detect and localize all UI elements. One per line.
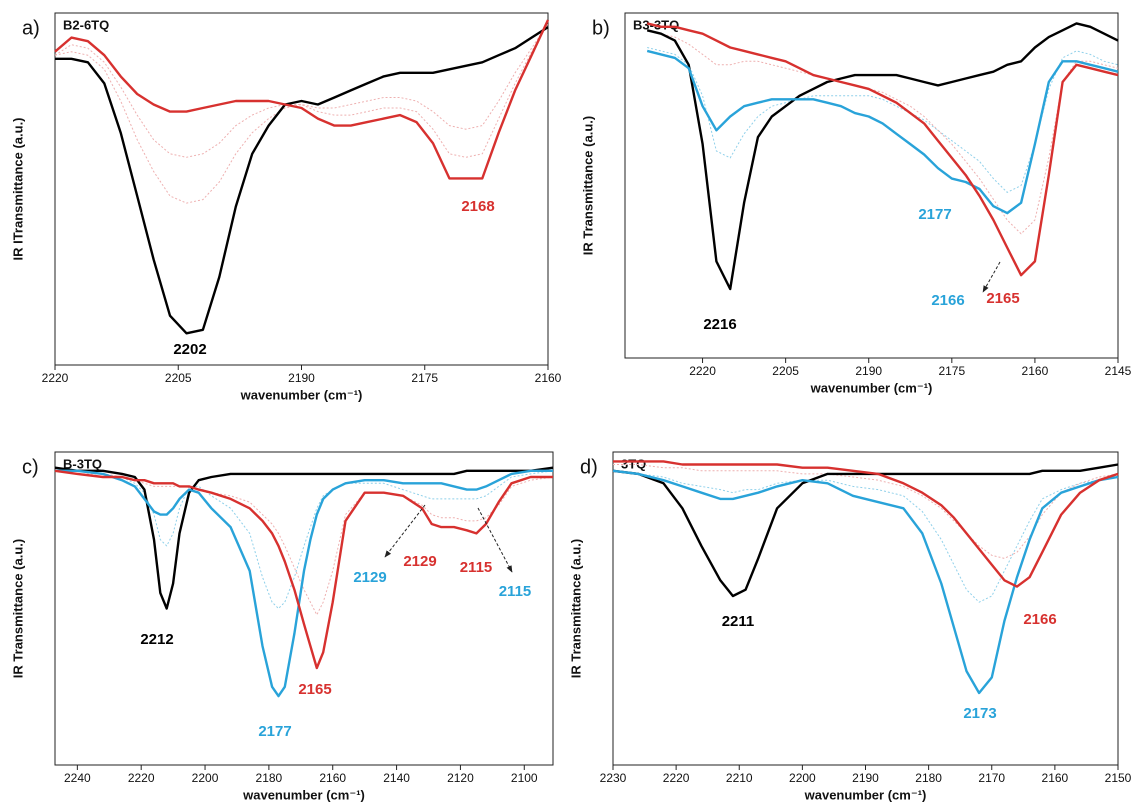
spectrum xyxy=(55,26,549,335)
spectrum xyxy=(54,469,553,670)
x-tick-label: 2220 xyxy=(42,371,69,385)
arrow xyxy=(982,261,1001,293)
peak-label: 2129 xyxy=(353,569,386,586)
x-tick-label: 2230 xyxy=(600,771,627,785)
peak-label: 2166 xyxy=(931,292,964,309)
x-axis-label: wavenumber (cm⁻¹) xyxy=(810,380,933,395)
x-tick-label: 2180 xyxy=(915,771,942,785)
spectrum xyxy=(646,22,1119,291)
intermediate-spectrum xyxy=(54,470,554,616)
panel-label: c) xyxy=(22,456,39,478)
x-tick-label: 2205 xyxy=(165,371,192,385)
plot-frame xyxy=(54,12,549,366)
x-tick-label: 2180 xyxy=(256,771,283,785)
x-tick-label: 2100 xyxy=(511,771,538,785)
x-tick-label: 2160 xyxy=(319,771,346,785)
x-tick-label: 2240 xyxy=(64,771,91,785)
x-tick-label: 2160 xyxy=(535,371,562,385)
panel-label: b) xyxy=(592,17,610,39)
peak-label: 2216 xyxy=(703,316,736,333)
panel-label: d) xyxy=(580,456,598,478)
x-tick-label: 2170 xyxy=(978,771,1005,785)
spectrum xyxy=(55,469,553,698)
panel-label: a) xyxy=(22,17,40,39)
x-axis-label: wavenumber (cm⁻¹) xyxy=(242,787,365,802)
intermediate-spectrum xyxy=(55,470,554,609)
y-axis-label: IR Transmittance (a.u.) xyxy=(580,116,595,255)
peak-label: 2165 xyxy=(298,681,331,698)
intermediate-spectrum xyxy=(647,29,1119,235)
plot-frame xyxy=(54,451,554,766)
x-tick-label: 2175 xyxy=(411,371,438,385)
x-axis-label: wavenumber (cm⁻¹) xyxy=(804,787,927,802)
x-tick-label: 2200 xyxy=(192,771,219,785)
x-tick-label: 2190 xyxy=(852,771,879,785)
x-axis-label: wavenumber (cm⁻¹) xyxy=(240,387,363,402)
peak-label: 2165 xyxy=(986,290,1019,307)
peak-label: 2211 xyxy=(722,613,755,630)
x-tick-label: 2175 xyxy=(938,364,965,378)
x-tick-label: 2220 xyxy=(128,771,155,785)
intermediate-spectrum xyxy=(54,23,549,158)
intermediate-spectrum xyxy=(54,23,549,204)
spectrum xyxy=(54,466,554,610)
spectrum xyxy=(612,463,1119,598)
x-tick-label: 2200 xyxy=(789,771,816,785)
y-axis-label: IR ITransmittance (a.u.) xyxy=(10,117,25,260)
x-tick-label: 2150 xyxy=(1105,771,1132,785)
peak-label: 2177 xyxy=(258,723,291,740)
x-tick-label: 2210 xyxy=(726,771,753,785)
arrow xyxy=(384,504,426,558)
peak-label: 2202 xyxy=(173,341,206,358)
peak-label: 2115 xyxy=(499,583,532,600)
spectrum xyxy=(54,19,550,180)
x-tick-label: 2190 xyxy=(288,371,315,385)
plot-frame xyxy=(624,12,1119,359)
spectrum xyxy=(612,469,1119,695)
x-tick-label: 2145 xyxy=(1105,364,1132,378)
x-tick-label: 2205 xyxy=(772,364,799,378)
intermediate-spectrum xyxy=(612,470,1119,603)
arrow xyxy=(477,507,513,573)
x-tick-label: 2140 xyxy=(383,771,410,785)
x-tick-label: 2160 xyxy=(1022,364,1049,378)
spectrum xyxy=(646,22,1119,277)
panel-title: 3TQ xyxy=(621,456,646,471)
panel-title: B-3TQ xyxy=(63,456,102,471)
spectrum xyxy=(646,49,1119,215)
peak-label: 2115 xyxy=(460,559,493,576)
x-tick-label: 2220 xyxy=(663,771,690,785)
peak-label: 2168 xyxy=(461,198,494,215)
intermediate-spectrum xyxy=(647,47,1119,193)
peak-label: 2173 xyxy=(963,705,996,722)
y-axis-label: IR Transmittance (a.u.) xyxy=(568,539,583,678)
peak-label: 2177 xyxy=(918,206,951,223)
x-tick-label: 2120 xyxy=(447,771,474,785)
peak-label: 2212 xyxy=(140,631,173,648)
spectrum xyxy=(613,460,1119,588)
x-tick-label: 2220 xyxy=(689,364,716,378)
x-tick-label: 2190 xyxy=(855,364,882,378)
panel-title: B2-6TQ xyxy=(63,17,109,32)
arrows xyxy=(384,261,1001,573)
x-tick-label: 2160 xyxy=(1042,771,1069,785)
peak-label: 2166 xyxy=(1023,611,1056,628)
peak-label: 2129 xyxy=(403,553,436,570)
y-axis-label: IR Transmittance (a.u.) xyxy=(10,539,25,678)
